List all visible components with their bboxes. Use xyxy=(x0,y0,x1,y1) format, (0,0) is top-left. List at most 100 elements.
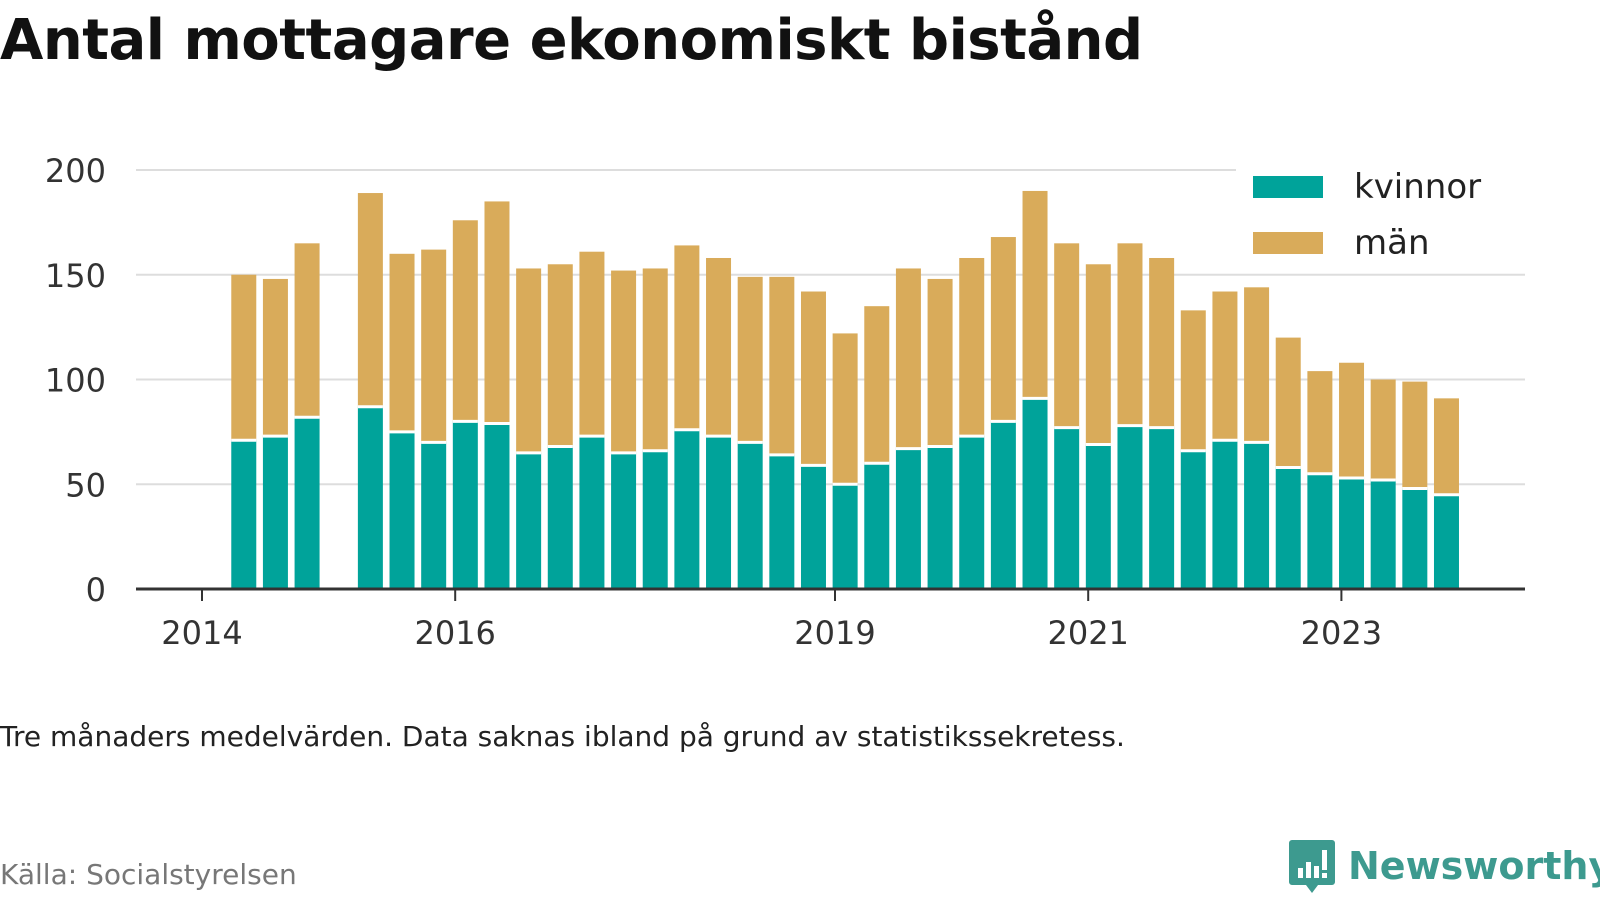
bar-kvinnor xyxy=(1433,494,1459,589)
bar-kvinnor xyxy=(737,442,763,589)
bar-kvinnor xyxy=(674,429,700,589)
bar-kvinnor xyxy=(832,484,858,589)
bar-kvinnor xyxy=(1307,473,1333,589)
bar-kvinnor xyxy=(389,431,415,589)
bar-kvinnor xyxy=(1180,450,1206,589)
bar-man xyxy=(1370,379,1396,481)
x-tick-label: 2023 xyxy=(1301,614,1382,652)
bar-man xyxy=(294,243,320,418)
legend: kvinnor män xyxy=(1236,163,1526,268)
bar-man xyxy=(1117,243,1143,426)
source-credit: Källa: Socialstyrelsen xyxy=(0,858,297,891)
bar-kvinnor xyxy=(1212,440,1238,589)
y-tick-label: 50 xyxy=(65,466,106,504)
bar-kvinnor xyxy=(231,440,257,589)
bar-man xyxy=(1244,287,1270,443)
bar-kvinnor xyxy=(357,406,383,589)
bar-man xyxy=(674,245,700,430)
bar-kvinnor xyxy=(895,448,921,589)
bar-man xyxy=(990,237,1016,422)
bar-man xyxy=(484,201,510,424)
bar-chart: 0 50 100 150 200 2014 2016 2019 2021 2023 kvinno… xyxy=(45,152,1526,652)
bar-kvinnor xyxy=(1022,398,1048,589)
bar-kvinnor xyxy=(706,436,732,589)
bar-man xyxy=(1307,371,1333,474)
bar-kvinnor xyxy=(1149,427,1175,589)
bar-man xyxy=(1085,264,1111,445)
legend-label: kvinnor xyxy=(1354,167,1481,207)
bar-kvinnor xyxy=(1117,425,1143,589)
bar-man xyxy=(516,268,542,453)
bar-kvinnor xyxy=(864,463,890,589)
bar-man xyxy=(927,278,953,447)
chart-note: Tre månaders medelvärden. Data saknas ib… xyxy=(0,720,1125,753)
bar-man xyxy=(389,253,415,432)
bar-man xyxy=(547,264,573,447)
logo-icon xyxy=(1289,840,1335,893)
bar-man xyxy=(262,278,288,437)
bar-kvinnor xyxy=(959,436,985,589)
bar-man xyxy=(895,268,921,449)
chart-title: Antal mottagare ekonomiskt bistånd xyxy=(0,8,1143,73)
legend-label: män xyxy=(1354,223,1430,263)
y-tick-label: 200 xyxy=(45,152,106,190)
bar-kvinnor xyxy=(611,452,637,589)
bar-man xyxy=(1402,381,1428,489)
bar-kvinnor xyxy=(579,436,605,589)
bar-man xyxy=(1149,257,1175,428)
bar-kvinnor xyxy=(1275,467,1301,589)
bar-kvinnor xyxy=(1370,480,1396,589)
bar-kvinnor xyxy=(769,454,795,589)
bar-man xyxy=(1022,190,1048,399)
x-tick-label: 2016 xyxy=(414,614,495,652)
bar-man xyxy=(864,306,890,464)
bar-man xyxy=(452,220,478,422)
bar-man xyxy=(611,270,637,453)
bar-kvinnor xyxy=(990,421,1016,589)
x-tick-label: 2014 xyxy=(161,614,242,652)
bar-kvinnor xyxy=(800,465,826,589)
bar-man xyxy=(1433,398,1459,495)
bar-man xyxy=(706,257,732,437)
bar-man xyxy=(357,193,383,407)
bar-man xyxy=(959,257,985,437)
bar-man xyxy=(1180,310,1206,451)
x-tick-label: 2021 xyxy=(1047,614,1128,652)
legend-swatch xyxy=(1253,176,1323,198)
newsworthy-logo: Newsworthy xyxy=(1288,838,1600,894)
bar-man xyxy=(421,249,447,443)
bar-kvinnor xyxy=(262,436,288,589)
bar-man xyxy=(231,274,257,441)
bar-man xyxy=(1054,243,1080,428)
bar-kvinnor xyxy=(1402,488,1428,589)
x-tick-label: 2019 xyxy=(794,614,875,652)
bar-kvinnor xyxy=(1244,442,1270,589)
bar-man xyxy=(1275,337,1301,468)
bar-man xyxy=(579,251,605,437)
y-tick-label: 0 xyxy=(86,571,106,609)
bar-man xyxy=(800,291,826,466)
legend-swatch xyxy=(1253,232,1323,254)
bar-kvinnor xyxy=(547,446,573,589)
y-tick-label: 150 xyxy=(45,257,106,295)
y-tick-label: 100 xyxy=(45,362,106,400)
bar-kvinnor xyxy=(421,442,447,589)
bars xyxy=(231,190,1459,589)
bar-kvinnor xyxy=(484,423,510,589)
bar-kvinnor xyxy=(294,417,320,589)
bar-man xyxy=(769,276,795,455)
bar-kvinnor xyxy=(1054,427,1080,589)
bar-man xyxy=(642,268,668,451)
logo-text: Newsworthy xyxy=(1348,844,1600,888)
bar-man xyxy=(1339,362,1365,478)
bar-kvinnor xyxy=(1339,477,1365,589)
bar-kvinnor xyxy=(642,450,668,589)
bar-man xyxy=(832,333,858,485)
y-axis-ticks: 0 50 100 150 200 xyxy=(45,152,106,609)
bar-man xyxy=(737,276,763,443)
bar-kvinnor xyxy=(927,446,953,589)
bar-man xyxy=(1212,291,1238,441)
bar-kvinnor xyxy=(452,421,478,589)
bar-kvinnor xyxy=(1085,444,1111,589)
bar-kvinnor xyxy=(516,452,542,589)
